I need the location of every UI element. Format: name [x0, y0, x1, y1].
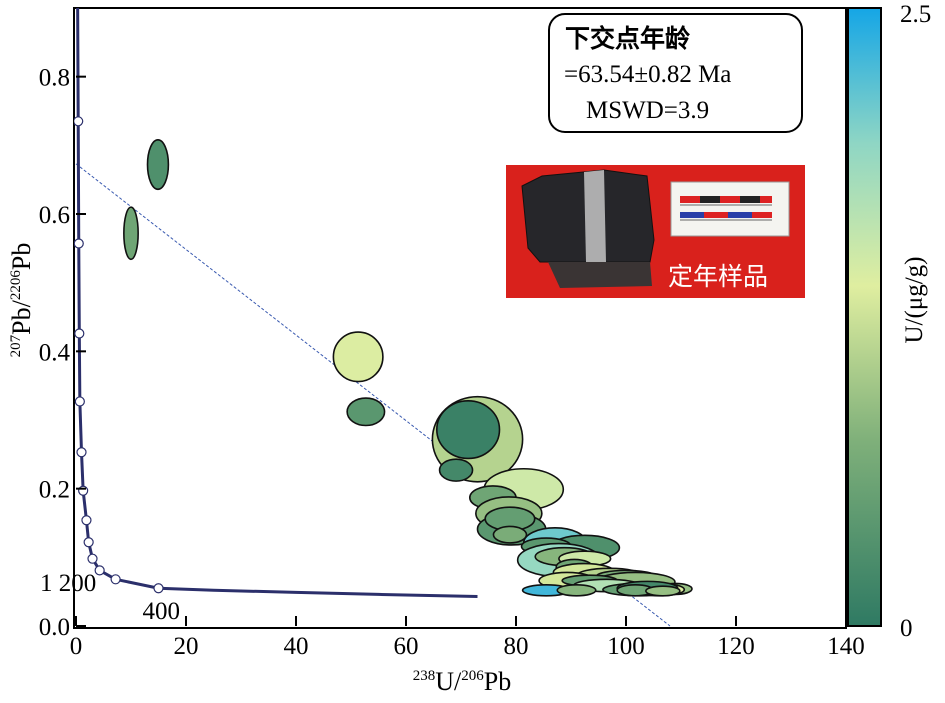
concordia-age-point — [94, 565, 105, 576]
concordia-age-point — [74, 116, 84, 127]
concordia-age-point — [110, 574, 121, 585]
y-tick-label: 0.8 — [39, 65, 70, 92]
ruler-markings — [680, 196, 772, 221]
scale-ruler-icon — [670, 181, 790, 237]
annotation-frame — [548, 13, 803, 133]
y-tick-label: 0.0 — [39, 614, 70, 641]
concordia-age-point — [74, 238, 84, 249]
y-tick-label: 0.4 — [39, 339, 71, 366]
concordia-age-point — [74, 396, 85, 407]
error-ellipse — [146, 139, 170, 191]
concordia-age-point — [81, 515, 92, 526]
concordia-age-point — [87, 553, 98, 564]
error-ellipse — [644, 585, 681, 597]
concordia-points — [74, 116, 164, 594]
colorbar-min-label: 0 — [900, 615, 913, 642]
colorbar-gradient — [847, 7, 882, 627]
error-ellipse — [492, 525, 528, 544]
annotation-title: 下交点年龄 — [565, 24, 691, 53]
x-tick-label: 60 — [394, 633, 419, 660]
age-annotation-box: 下交点年龄 =63.54±0.82 Ma MSWD=3.9 — [548, 13, 803, 133]
photo-caption: 定年样品 — [668, 262, 768, 291]
x-tick-label: 40 — [284, 633, 309, 660]
concordia-age-point — [76, 447, 87, 458]
concordia-age-point — [74, 328, 85, 339]
concordia-age-label-1200: 1 200 — [40, 570, 96, 597]
x-tick-label: 0 — [70, 633, 83, 660]
error-ellipse — [123, 206, 139, 261]
sample-tape-strip — [584, 170, 606, 262]
colorbar: 2.5 0 U/(μg/g) — [847, 1, 931, 642]
x-tick-label: 80 — [504, 633, 529, 660]
y-tick-label: 0.6 — [39, 202, 70, 229]
error-ellipse — [556, 583, 597, 597]
sample-photo-inset: 定年样品 — [506, 165, 805, 298]
colorbar-title: U/(μg/g) — [901, 257, 928, 344]
concordia-age-label-400: 400 — [143, 598, 181, 625]
annotation-age: =63.54±0.82 Ma — [564, 61, 731, 88]
x-axis-ticks: 0 20 40 60 80 100 120 140 — [70, 616, 865, 660]
x-tick-label: 100 — [607, 633, 645, 660]
concordia-age-point — [153, 583, 164, 594]
colorbar-max-label: 2.5 — [900, 1, 931, 28]
x-tick-label: 140 — [827, 633, 865, 660]
error-ellipses — [123, 139, 693, 597]
y-tick-label: 0.2 — [39, 477, 70, 504]
x-axis-label: 238U/206Pb — [413, 667, 511, 696]
y-axis-ticks: 0.0 0.2 0.4 0.6 0.8 — [39, 65, 86, 641]
error-ellipse — [438, 458, 474, 482]
y-axis-label: 207Pb/2206Pb — [7, 243, 36, 358]
concordia-age-point — [78, 485, 89, 496]
concordia-age-point — [83, 537, 94, 548]
x-tick-label: 20 — [174, 633, 199, 660]
annotation-mswd: MSWD=3.9 — [586, 97, 709, 124]
error-ellipse — [435, 399, 501, 460]
plot-layer — [74, 8, 693, 627]
error-ellipse — [332, 331, 384, 383]
error-ellipse — [346, 397, 386, 427]
sample-shadow — [548, 262, 652, 288]
x-tick-label: 120 — [717, 633, 755, 660]
